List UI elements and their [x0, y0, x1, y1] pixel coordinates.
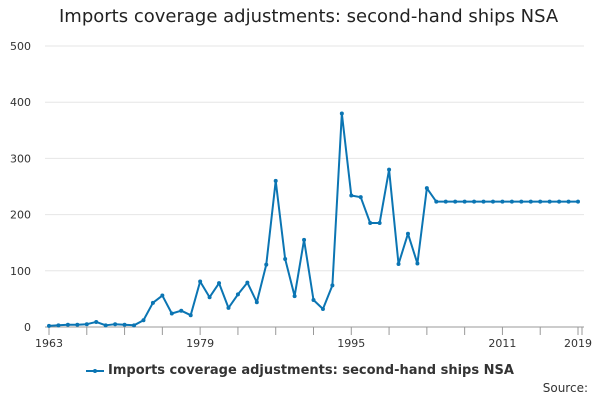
data-point [141, 318, 146, 323]
legend: Imports coverage adjustments: second-han… [0, 363, 600, 378]
data-point [424, 186, 429, 191]
data-point [462, 199, 467, 204]
grid-lines [45, 45, 584, 272]
data-point [65, 322, 70, 327]
data-point [84, 322, 89, 327]
data-point [150, 300, 155, 305]
y-tick-label: 0 [24, 321, 31, 334]
chart-title: Imports coverage adjustments: second-han… [59, 6, 559, 27]
data-point [547, 199, 552, 204]
data-point [349, 193, 354, 198]
data-point [103, 323, 108, 328]
data-point [320, 307, 325, 312]
data-point [47, 323, 51, 328]
data-point [198, 279, 203, 284]
data-point [453, 199, 458, 204]
series-group [47, 111, 580, 328]
data-point [387, 167, 392, 172]
data-point [75, 322, 80, 327]
data-point [302, 237, 307, 242]
x-tick-label: 1963 [35, 337, 63, 350]
data-point [405, 231, 410, 236]
data-point [292, 294, 297, 299]
data-point [235, 292, 240, 297]
data-point [481, 199, 486, 204]
data-point [56, 323, 61, 328]
data-point [557, 199, 562, 204]
data-point [188, 313, 193, 318]
data-point [339, 111, 344, 116]
y-tick-label: 300 [10, 152, 31, 165]
data-point [538, 199, 543, 204]
data-point [160, 293, 165, 298]
data-point [566, 199, 571, 204]
data-point [443, 199, 448, 204]
data-point [528, 199, 533, 204]
data-point [132, 323, 137, 328]
data-point [434, 199, 439, 204]
data-point [226, 305, 231, 310]
data-point [358, 195, 363, 200]
data-point [576, 199, 580, 204]
data-point [245, 280, 250, 285]
data-point [169, 311, 174, 316]
data-point [254, 300, 259, 305]
data-point [377, 221, 382, 226]
data-point [396, 262, 401, 267]
data-point [273, 178, 278, 183]
data-point [94, 319, 99, 324]
data-point [490, 199, 495, 204]
data-point [207, 295, 212, 300]
x-tick-label: 1995 [337, 337, 365, 350]
data-point [415, 261, 420, 266]
data-point [217, 281, 222, 286]
y-tick-label: 200 [10, 209, 31, 222]
y-tick-label: 100 [10, 265, 31, 278]
data-point [472, 199, 477, 204]
data-point [368, 221, 373, 226]
y-tick-label: 400 [10, 96, 31, 109]
data-point [311, 298, 316, 303]
data-point [519, 199, 524, 204]
x-tick-label: 1979 [186, 337, 214, 350]
legend-swatch [86, 365, 105, 377]
data-point [264, 262, 269, 267]
legend-label: Imports coverage adjustments: second-han… [108, 363, 514, 378]
data-point [113, 322, 118, 327]
data-point [283, 256, 288, 261]
data-point [330, 283, 335, 288]
data-point [122, 322, 127, 327]
series-line [48, 112, 578, 327]
axes: 0 100 200 300 400 500 1963 1979 1995 2011 2019 [10, 40, 592, 350]
x-tick-label: 2019 [564, 337, 592, 350]
data-point [500, 199, 505, 204]
y-tick-label: 500 [10, 40, 31, 53]
data-point [509, 199, 514, 204]
source-label: Source: [542, 381, 588, 395]
x-tick-label: 2011 [488, 337, 516, 350]
data-point [179, 308, 184, 313]
